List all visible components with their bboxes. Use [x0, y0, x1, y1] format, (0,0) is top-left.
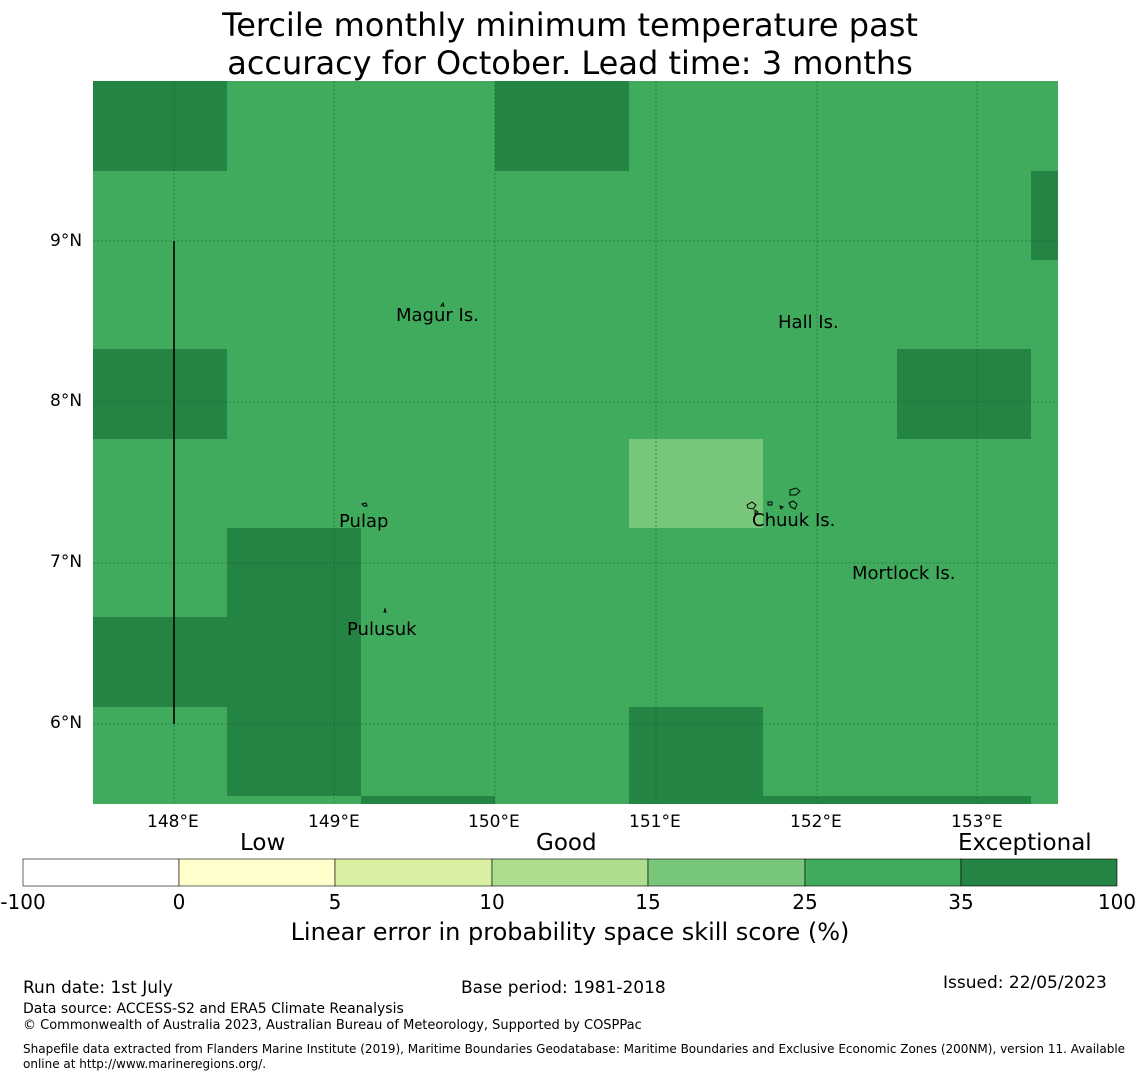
place-label-pulap: Pulap: [339, 511, 389, 532]
place-label-hall: Hall Is.: [778, 312, 839, 333]
colorbar-tick: 15: [635, 890, 661, 914]
lon-tick-label: 148°E: [147, 812, 199, 832]
skill-cell: [495, 81, 629, 171]
lon-tick-label: 151°E: [629, 812, 681, 832]
lon-tick-label: 149°E: [308, 812, 360, 832]
lon-tick-label: 150°E: [468, 812, 520, 832]
shapefile-credit-url: online at http://www.marineregions.org/.: [23, 1057, 267, 1071]
skill-cell: [629, 707, 763, 804]
lat-tick-label: 6°N: [50, 713, 83, 733]
place-label-chuuk: Chuuk Is.: [752, 510, 836, 531]
colorbar-segment: [491, 858, 649, 887]
category-good: Good: [536, 830, 597, 856]
colorbar: [22, 858, 1118, 887]
category-exceptional: Exceptional: [958, 830, 1092, 856]
map-title: Tercile monthly minimum temperature past…: [0, 6, 1140, 82]
skill-cell: [93, 617, 227, 707]
colorbar-segment: [334, 858, 493, 887]
colorbar-segment: [22, 858, 180, 887]
island-outlines: [361, 301, 801, 613]
place-label-pulusuk: Pulusuk: [347, 619, 417, 640]
colorbar-tick: 10: [479, 890, 505, 914]
skill-cell: [897, 349, 1031, 439]
shapefile-credit: Shapefile data extracted from Flanders M…: [23, 1042, 1126, 1056]
copyright: © Commonwealth of Australia 2023, Austra…: [23, 1018, 642, 1033]
colorbar-tick: 100: [1097, 890, 1137, 914]
colorbar-segment: [804, 858, 962, 887]
lon-tick-label: 152°E: [790, 812, 842, 832]
colorbar-tick: 0: [172, 890, 186, 914]
lat-tick-label: 7°N: [50, 552, 83, 572]
title-line-2: accuracy for October. Lead time: 3 month…: [227, 44, 913, 82]
colorbar-segment: [178, 858, 336, 887]
base-period: Base period: 1981-2018: [461, 978, 666, 998]
colorbar-tick: 5: [328, 890, 342, 914]
data-source: Data source: ACCESS-S2 and ERA5 Climate …: [23, 1001, 404, 1017]
colorbar-tick: 35: [948, 890, 974, 914]
place-label-magur: Magur Is.: [396, 305, 479, 326]
lon-tick-label: 153°E: [951, 812, 1003, 832]
lat-tick-label: 9°N: [50, 231, 83, 251]
skill-cell: [629, 439, 763, 528]
skill-cell: [361, 796, 495, 804]
issued-date: Issued: 22/05/2023: [943, 973, 1107, 993]
run-date: Run date: 1st July: [23, 978, 173, 998]
colorbar-tick: 25: [792, 890, 818, 914]
colorbar-tick: -100: [0, 890, 46, 914]
colorbar-segment: [647, 858, 806, 887]
skill-cell: [227, 528, 361, 796]
skill-cell: [93, 81, 227, 171]
category-low: Low: [240, 830, 286, 856]
place-label-mortlock: Mortlock Is.: [852, 563, 956, 584]
skill-cell: [93, 349, 227, 439]
colorbar-segment: [960, 858, 1118, 887]
skill-cell: [763, 796, 1031, 804]
title-line-1: Tercile monthly minimum temperature past: [222, 6, 918, 44]
colorbar-title: Linear error in probability space skill …: [290, 918, 850, 946]
lat-tick-label: 8°N: [50, 391, 83, 411]
skill-cell: [1031, 171, 1058, 260]
